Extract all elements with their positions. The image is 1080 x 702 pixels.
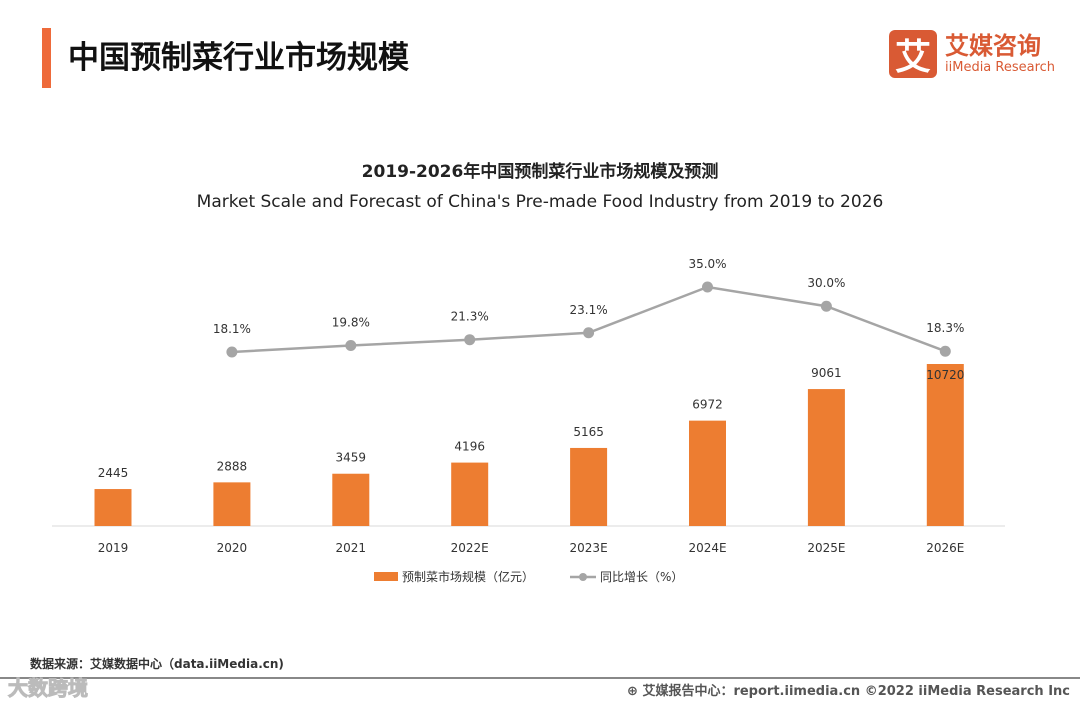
x-tick-2020: 2020 — [217, 541, 248, 555]
legend-bar-label: 预制菜市场规模（亿元） — [402, 569, 534, 584]
growth-point-2022E — [464, 334, 476, 346]
legend-line-marker — [579, 573, 587, 581]
bar-2021 — [332, 473, 370, 526]
bar-label-2026E: 10720 — [926, 368, 964, 382]
x-tick-2024E: 2024E — [688, 541, 726, 555]
x-tick-2025E: 2025E — [807, 541, 845, 555]
globe-icon: ⊕ — [627, 684, 643, 699]
bar-label-2020: 2888 — [217, 459, 248, 473]
x-tick-2021: 2021 — [336, 541, 367, 555]
bar-2024E — [689, 420, 726, 526]
bar-2019 — [94, 489, 132, 526]
x-tick-2019: 2019 — [98, 541, 129, 555]
legend-bar-swatch — [374, 572, 398, 581]
x-tick-2026E: 2026E — [926, 541, 964, 555]
watermark: 大数跨境 — [8, 676, 89, 701]
footer-divider — [0, 677, 1080, 679]
bar-label-2025E: 9061 — [811, 366, 842, 380]
iimedia-logo: 艾 艾媒咨询 iiMedia Research — [889, 30, 1055, 78]
bar-label-2021: 3459 — [336, 451, 367, 465]
footer-text: 艾媒报告中心：report.iimedia.cn ©2022 iiMedia R… — [642, 684, 1070, 699]
page-title: 中国预制菜行业市场规模 — [68, 40, 409, 76]
chart-subtitle: Market Scale and Forecast of China's Pre… — [196, 192, 884, 212]
growth-point-2024E — [702, 281, 713, 293]
bar-2022E — [451, 462, 489, 526]
x-tick-2023E: 2023E — [570, 541, 608, 555]
bar-label-2022E: 4196 — [454, 440, 485, 454]
bar-2023E — [570, 447, 608, 526]
logo-en: iiMedia Research — [945, 60, 1056, 75]
bar-label-2024E: 6972 — [692, 398, 723, 412]
logo-mark: 艾 — [889, 30, 937, 78]
bar-2026E — [926, 364, 964, 526]
bar-2025E — [807, 389, 845, 526]
growth-label-2024E: 35.0% — [688, 257, 726, 271]
bar-label-2023E: 5165 — [573, 425, 604, 439]
title-accent-bar — [42, 28, 51, 88]
growth-label-2022E: 21.3% — [451, 310, 489, 324]
legend-line-label: 同比增长（%） — [600, 570, 683, 584]
growth-label-2023E: 23.1% — [570, 303, 608, 317]
growth-point-2025E — [820, 300, 832, 312]
growth-point-2023E — [583, 327, 595, 339]
chart-title: 2019-2026年中国预制菜行业市场规模及预测 — [361, 162, 719, 182]
footer-credit: ⊕ 艾媒报告中心：report.iimedia.cn ©2022 iiMedia… — [627, 680, 1070, 699]
growth-label-2020: 18.1% — [213, 322, 251, 336]
growth-point-2026E — [939, 345, 951, 357]
growth-label-2025E: 30.0% — [807, 276, 845, 290]
logo-cn: 艾媒咨询 — [945, 32, 1041, 60]
bar-2020 — [213, 482, 251, 526]
bar-label-2019: 2445 — [98, 466, 129, 480]
data-source: 数据来源：艾媒数据中心（data.iiMedia.cn) — [30, 657, 284, 671]
growth-label-2026E: 18.3% — [926, 321, 964, 335]
growth-point-2020 — [226, 346, 238, 358]
x-tick-2022E: 2022E — [451, 541, 489, 555]
growth-label-2021: 19.8% — [332, 315, 370, 329]
growth-point-2021 — [345, 339, 357, 351]
